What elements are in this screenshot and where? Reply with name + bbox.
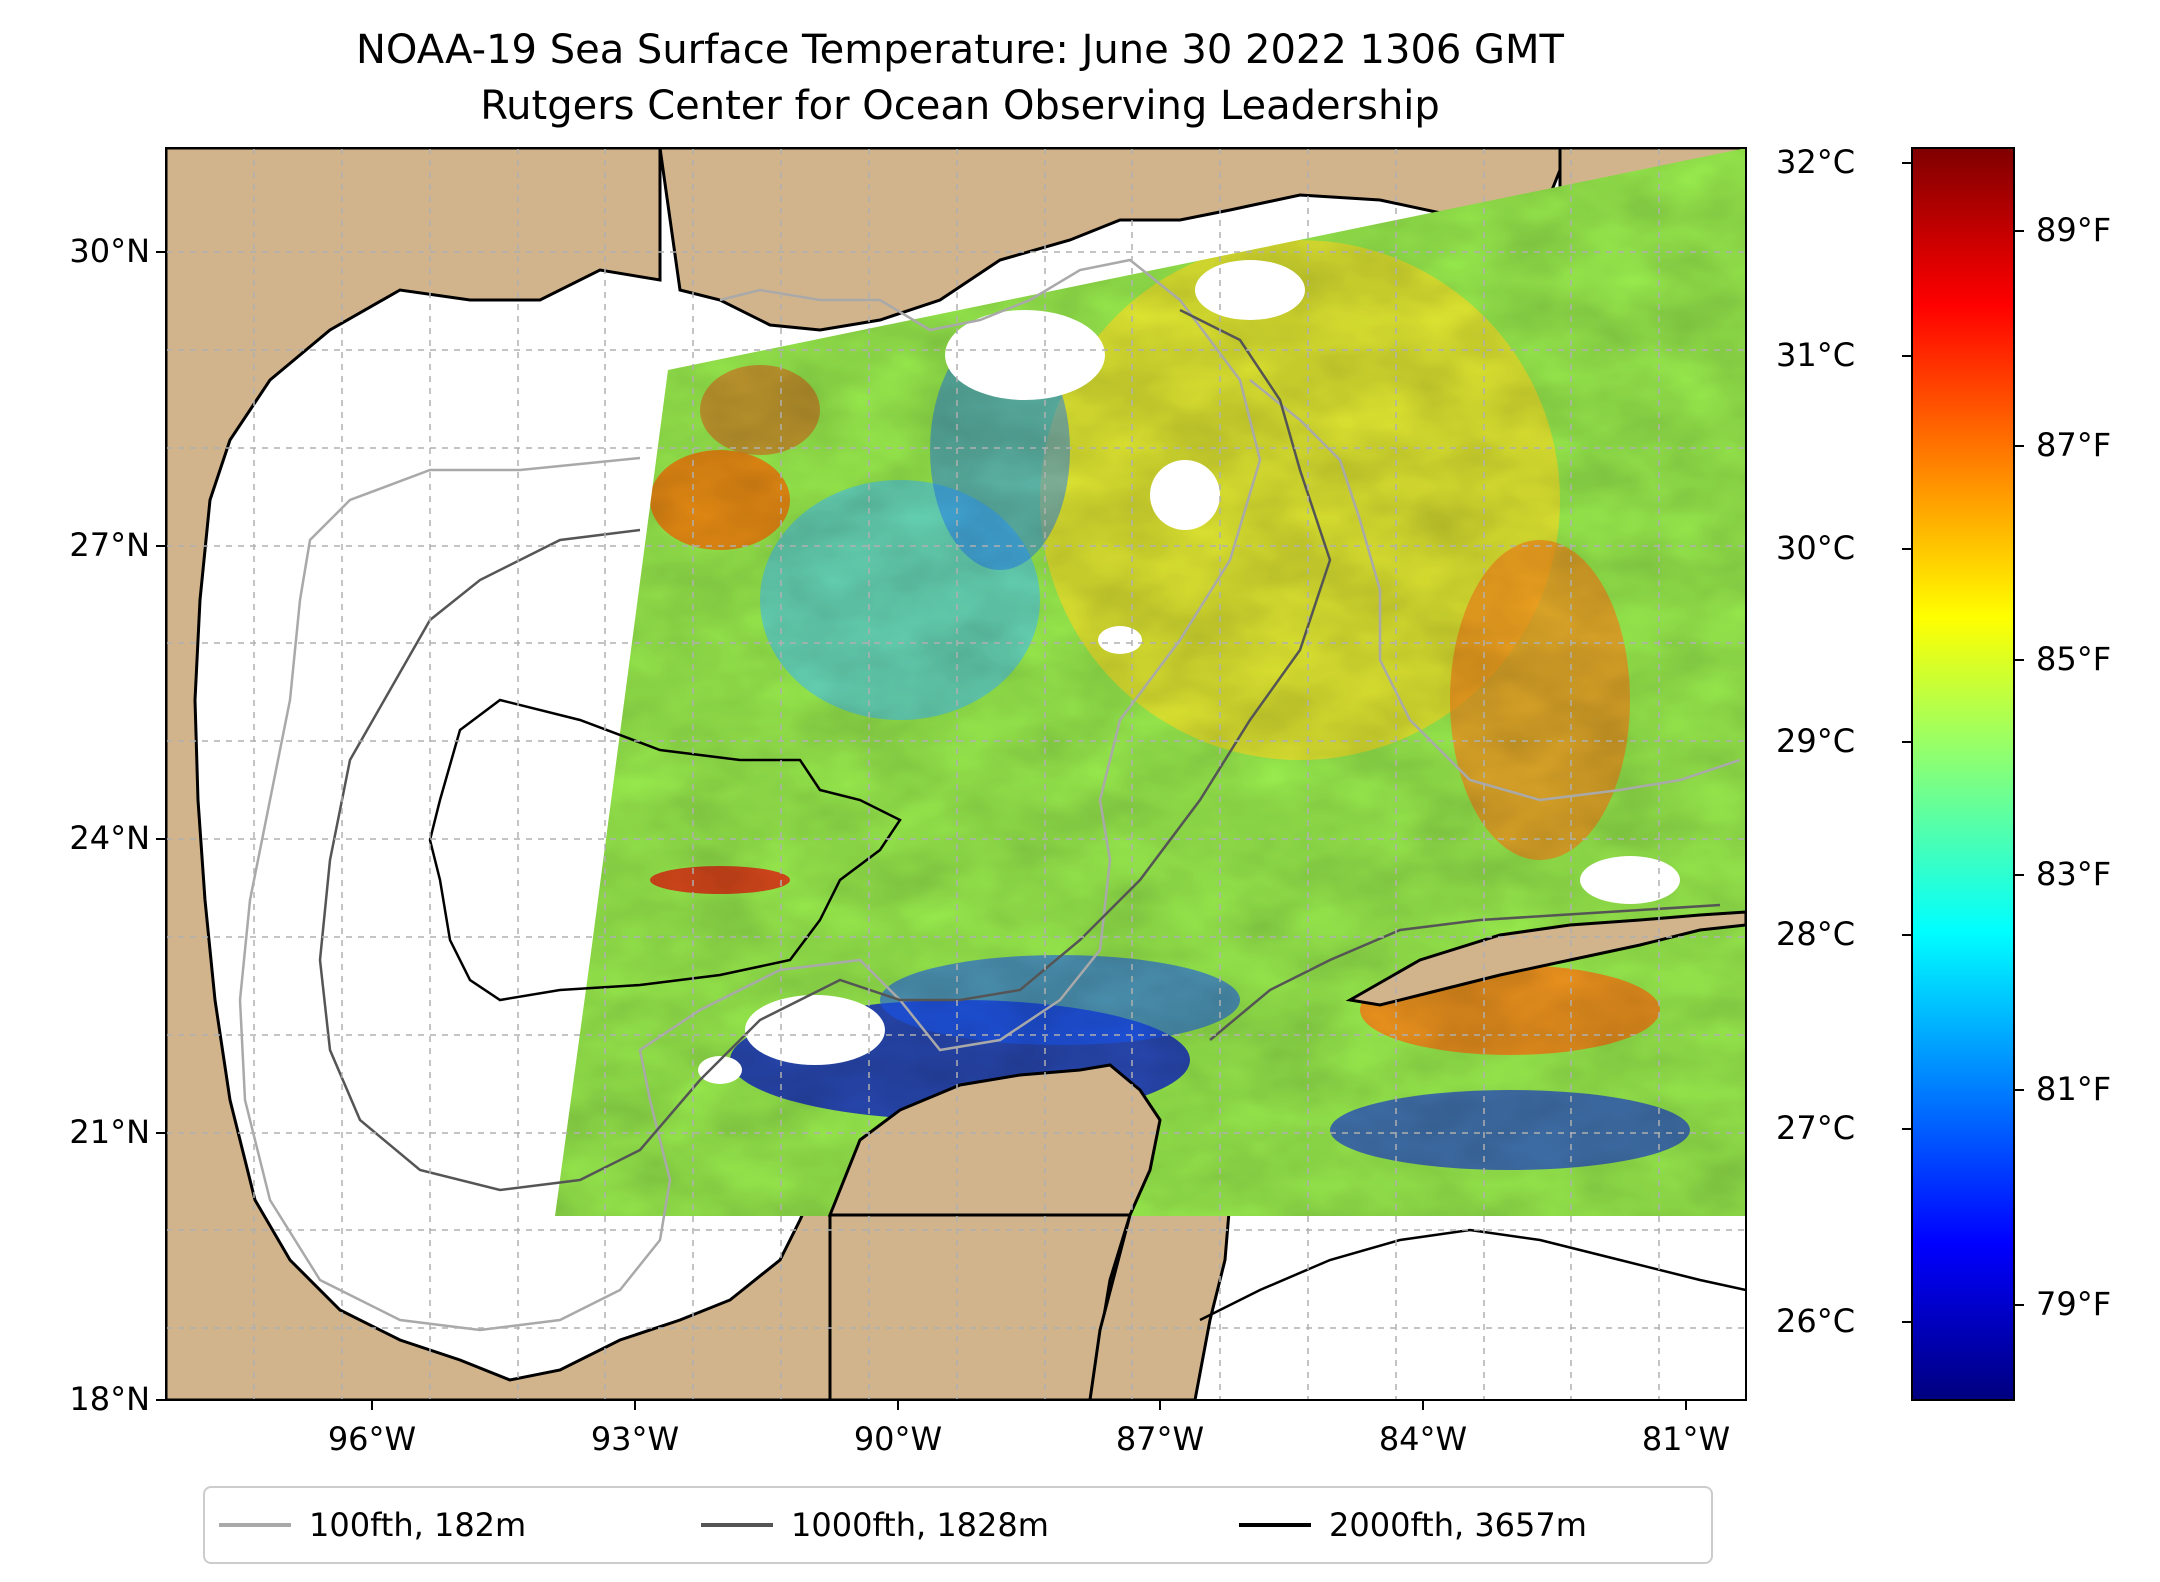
legend-entry-2000fth: 2000fth, 3657m [1239,1488,1587,1562]
axis-ticks [156,251,1687,1410]
contour-100fth [238,258,1262,1332]
colorbar-label-28c: 28°C [1776,915,1856,953]
contour-2000fth [428,698,902,1002]
colorbar-ticks [1902,162,2024,1323]
colorbar-label-26c: 26°C [1776,1302,1856,1340]
sst-swath [555,148,1746,1216]
contour-1000fth-east [1209,903,1721,1041]
legend-label-100fth: 100fth, 182m [309,1506,527,1544]
lat-label-18n: 18°N [69,1380,150,1418]
colorbar-label-85f: 85°F [2036,640,2112,678]
bathymetry-contours [238,258,1746,1332]
legend-label-2000fth: 2000fth, 3657m [1329,1506,1587,1544]
land-north [658,148,1746,332]
lon-label-96w: 96°W [327,1420,417,1458]
lon-label-93w: 93°W [590,1420,680,1458]
colorbar-label-31c: 31°C [1776,336,1856,374]
colorbar-label-32c: 32°C [1776,143,1856,181]
gridlines [166,148,1746,1400]
map-title: NOAA-19 Sea Surface Temperature: June 30… [355,27,1564,73]
lon-label-90w: 90°W [853,1420,943,1458]
contour-100fth-florida [1249,379,1741,802]
depth-legend: 100fth, 182m 1000fth, 1828m 2000fth, 365… [203,1486,1713,1564]
land-cuba-top [1345,910,1746,1007]
lat-label-24n: 24°N [69,819,150,857]
contour-1000fth [318,308,1332,1192]
colorbar-label-79f: 79°F [2036,1285,2112,1323]
lon-label-87w: 87°W [1115,1420,1205,1458]
lat-label-27n: 27°N [69,526,150,564]
lat-label-21n: 21°N [69,1113,150,1151]
colorbar-label-83f: 83°F [2036,855,2112,893]
colorbar [1911,147,2015,1401]
colorbar-label-87f: 87°F [2036,426,2112,464]
contour-2000fth-south [1199,1228,1746,1322]
map-frame [165,147,1747,1401]
lat-label-30n: 30°N [69,232,150,270]
lon-label-84w: 84°W [1378,1420,1468,1458]
colorbar-label-27c: 27°C [1776,1109,1856,1147]
colorbar-label-30c: 30°C [1776,529,1856,567]
legend-entry-1000fth: 1000fth, 1828m [701,1488,1049,1562]
land-yucatan-top [827,1063,1162,1217]
legend-entry-100fth: 100fth, 182m [219,1488,526,1562]
colorbar-label-81f: 81°F [2036,1070,2112,1108]
map-subtitle: Rutgers Center for Ocean Observing Leade… [480,83,1440,129]
legend-label-1000fth: 1000fth, 1828m [791,1506,1049,1544]
colorbar-label-89f: 89°F [2036,211,2112,249]
lon-label-81w: 81°W [1641,1420,1731,1458]
legend-line-1000fth [701,1523,773,1527]
legend-line-2000fth [1239,1523,1311,1527]
colorbar-label-29c: 29°C [1776,722,1856,760]
legend-line-100fth [219,1523,291,1527]
